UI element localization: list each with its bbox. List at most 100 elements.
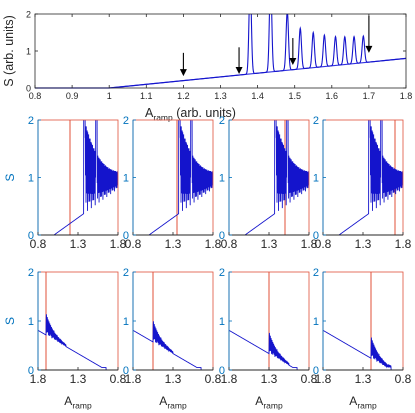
y-tick-label: 1 xyxy=(123,316,129,328)
annotation-arrow-head xyxy=(365,45,373,53)
annotation-arrow-head xyxy=(179,69,187,77)
x-tick-label: 0.8 xyxy=(125,237,142,251)
y-tick-label: 1 xyxy=(219,173,225,185)
y-tick-label: 2 xyxy=(28,267,34,279)
x-axis-label-sub: ramp xyxy=(167,401,187,411)
x-tick-label: 0.8 xyxy=(205,372,222,386)
x-axis-label-sub: ramp xyxy=(357,401,377,411)
ramp-line xyxy=(35,57,407,89)
x-axis-label-suffix: (arb. units) xyxy=(173,106,236,120)
x-tick-label: 1.3 xyxy=(165,237,182,251)
x-tick-label: 1.2 xyxy=(177,91,190,101)
y-tick-label: 2 xyxy=(313,115,319,127)
signal-series-line xyxy=(323,120,403,235)
y-tick-label: 0 xyxy=(313,230,319,242)
y-tick-label: 1 xyxy=(313,173,319,185)
x-axis-label-main: A xyxy=(64,394,72,408)
x-tick-label: 1.3 xyxy=(261,372,278,386)
panel-4: 0.8 1.3 1.8 0 1 2 xyxy=(313,115,412,251)
y-tick-label: 0 xyxy=(123,365,129,377)
signal-series-line xyxy=(133,120,213,235)
x-tick-label: 1.8 xyxy=(315,372,332,386)
y-tick-label: 0 xyxy=(219,230,225,242)
y-axis-label: S (arb. units) xyxy=(2,15,16,87)
y-tick-label: 1 xyxy=(28,173,34,185)
x-tick-label: 1.4 xyxy=(251,91,264,101)
x-tick-label: 0.8 xyxy=(29,91,42,101)
y-tick-label: 2 xyxy=(219,267,225,279)
y-tick-label: 2 xyxy=(26,10,31,20)
x-tick-label: 1.3 xyxy=(214,91,227,101)
y-tick-label: 1 xyxy=(219,316,225,328)
x-tick-label: 0.8 xyxy=(395,372,412,386)
signal-series-line xyxy=(229,120,309,235)
x-tick-label: 0.9 xyxy=(66,91,79,101)
y-tick-label: 2 xyxy=(219,115,225,127)
x-tick-label: 1.1 xyxy=(140,91,153,101)
signal-series-line xyxy=(35,14,406,88)
panel-1: 0.8 1.3 1.80 1 2 xyxy=(28,115,127,251)
x-axis-label-sub: ramp xyxy=(153,113,173,123)
axes-box xyxy=(322,271,404,371)
axes-box xyxy=(37,271,119,371)
y-tick-label: 2 xyxy=(28,115,34,127)
x-tick-label: 1.5 xyxy=(288,91,301,101)
x-tick-label: 1.8 xyxy=(221,372,238,386)
y-tick-label: 0 xyxy=(26,84,31,94)
x-tick-label: 1.8 xyxy=(205,237,222,251)
y-tick-label: 1 xyxy=(28,316,34,328)
y-tick-label: 0 xyxy=(313,365,319,377)
x-tick-label: 0.8 xyxy=(301,372,318,386)
x-tick-label: 1.6 xyxy=(326,91,339,101)
x-tick-label: 1.7 xyxy=(363,91,376,101)
y-tick-label: 2 xyxy=(313,267,319,279)
x-axis-label: Aramp xyxy=(159,394,187,411)
x-tick-label: 0.8 xyxy=(110,372,127,386)
signal-series-line xyxy=(38,120,118,235)
x-tick-label: 1.3 xyxy=(70,372,87,386)
x-tick-label: 1.3 xyxy=(70,237,87,251)
x-axis-label-main: A xyxy=(145,106,154,120)
x-tick-label: 1.8 xyxy=(301,237,318,251)
y-tick-label: 1 xyxy=(123,173,129,185)
x-tick-label: 0.8 xyxy=(30,237,47,251)
y-tick-label: 1 xyxy=(313,316,319,328)
x-axis-label-sub: ramp xyxy=(72,401,92,411)
y-tick-label: 0 xyxy=(123,230,129,242)
x-axis-label: Aramp (arb. units) xyxy=(145,106,236,123)
x-tick-label: 1 xyxy=(107,91,112,101)
x-tick-label: 1.8 xyxy=(110,237,127,251)
x-tick-label: 1.3 xyxy=(261,237,278,251)
x-axis-label: Aramp xyxy=(64,394,92,411)
mid-y-axis-label: S xyxy=(3,173,17,181)
x-tick-label: 1.3 xyxy=(165,372,182,386)
signal-series-line xyxy=(229,329,309,370)
signal-series-line xyxy=(133,321,213,370)
y-tick-label: 2 xyxy=(123,267,129,279)
x-tick-label: 0.8 xyxy=(221,237,238,251)
x-axis-label-sub: ramp xyxy=(263,401,283,411)
x-axis-label: Aramp xyxy=(349,394,377,411)
x-tick-label: 1.8 xyxy=(30,372,47,386)
x-tick-label: 1.8 xyxy=(395,237,412,251)
x-axis-label-main: A xyxy=(255,394,263,408)
bot-y-axis-label: S xyxy=(3,317,17,325)
y-tick-label: 0 xyxy=(219,365,225,377)
x-tick-label: 0.8 xyxy=(315,237,332,251)
y-tick-label: 1 xyxy=(26,47,31,57)
y-tick-label: 2 xyxy=(123,115,129,127)
y-tick-label: 0 xyxy=(28,365,34,377)
x-tick-label: 1.8 xyxy=(125,372,142,386)
signal-series-line xyxy=(323,329,403,370)
top-panel: 0.8 0.9 1 1.1 1.2 1.3 1.4 1.5 1.6 1.7 1.8 0 1 2 Aramp … xyxy=(2,10,412,123)
x-axis-label: Aramp xyxy=(255,394,283,411)
x-tick-label: 1.3 xyxy=(355,237,372,251)
